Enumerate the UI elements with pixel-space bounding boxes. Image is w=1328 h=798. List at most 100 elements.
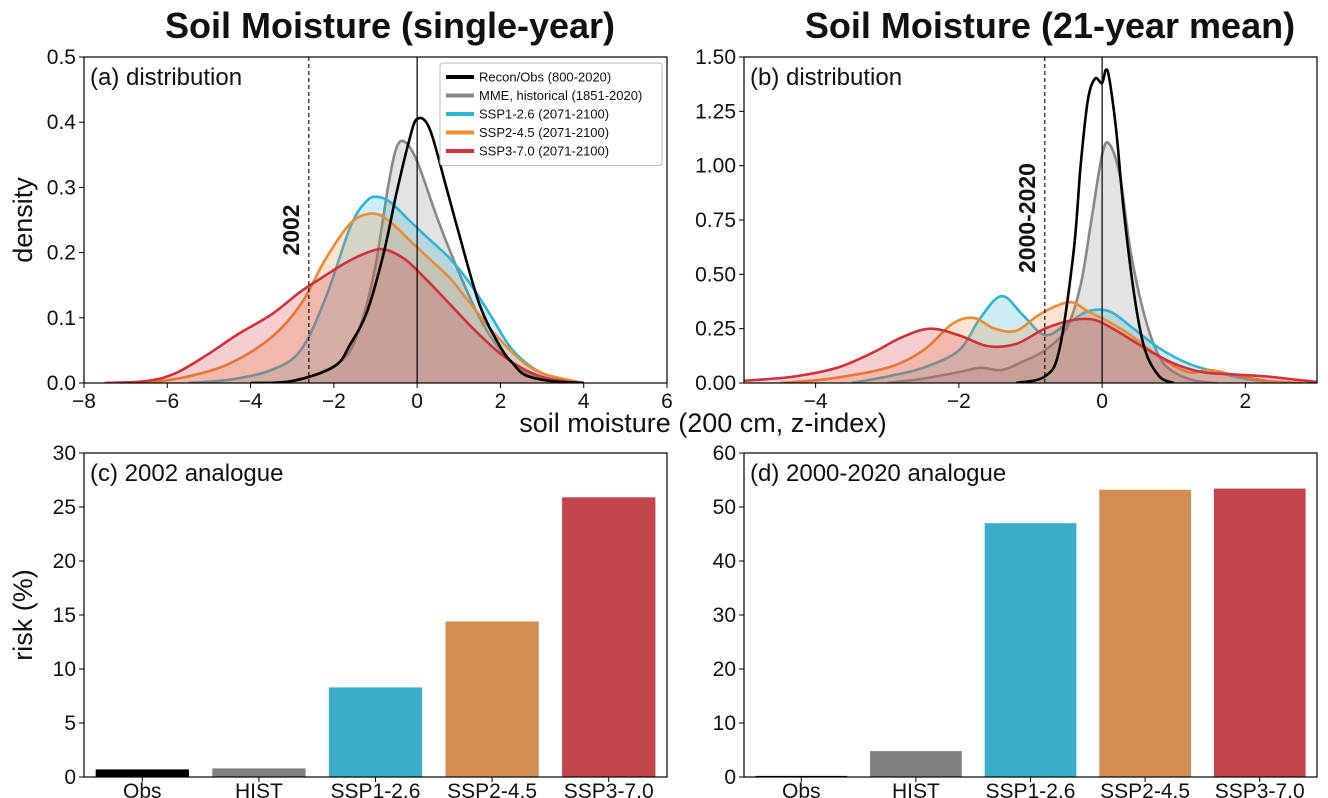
y-tick-label: 40 bbox=[713, 550, 736, 573]
x-tick-label: SSP2-4.5 bbox=[447, 780, 537, 798]
x-tick-label: SSP2-4.5 bbox=[1100, 780, 1190, 798]
chart-title: Soil Moisture (21-year mean) bbox=[805, 5, 1295, 46]
legend-entry: Recon/Obs (800-2020) bbox=[479, 70, 611, 85]
x-tick-label: −4 bbox=[804, 390, 828, 413]
y-tick-label: 25 bbox=[53, 496, 76, 519]
legend: Recon/Obs (800-2020) MME, historical (185… bbox=[439, 62, 663, 166]
reference-lines: 2000-2020 bbox=[1014, 57, 1103, 383]
bar-hist bbox=[870, 751, 962, 777]
bars bbox=[755, 488, 1306, 777]
series-ssp1-2-6-fill bbox=[851, 296, 1282, 383]
bars bbox=[95, 497, 656, 777]
y-tick-label: 1.00 bbox=[695, 155, 736, 178]
legend-entry: SSP3-7.0 (2071-2100) bbox=[479, 144, 609, 159]
y-tick-label: 0 bbox=[64, 766, 76, 789]
chart-title: Soil Moisture (single-year) bbox=[165, 5, 615, 46]
series-ssp2-4-5-fill bbox=[779, 302, 1303, 383]
series-recon-obs-line bbox=[1015, 68, 1175, 383]
panel-c-bars: 0 5 10 15 20 25 30 Obs HIST SSP1-2.6 SSP2-4.5 SSP3-… bbox=[8, 442, 668, 798]
y-tick-label: 15 bbox=[53, 604, 76, 627]
x-tick-label: 0 bbox=[1096, 390, 1108, 413]
panel-a-density: Soil Moisture (single-year) 0.0 0.1 0.2 0.3… bbox=[8, 5, 673, 413]
series-ssp3-7-0-line bbox=[104, 247, 584, 383]
series-ssp3-7-0-fill bbox=[744, 318, 1317, 383]
density-curves bbox=[744, 68, 1317, 383]
x-tick-label: 2 bbox=[495, 390, 507, 413]
x-tick-label: HIST bbox=[892, 780, 940, 798]
x-tick-label: −6 bbox=[155, 390, 179, 413]
series-ssp3-7-0-fill bbox=[104, 249, 584, 383]
y-tick-label: 0.4 bbox=[47, 111, 77, 134]
series-ssp2-4-5-fill bbox=[146, 213, 584, 383]
legend-entry: MME, historical (1851-2020) bbox=[479, 88, 642, 103]
x-axis-label: soil moisture (200 cm, z-index) bbox=[519, 408, 887, 438]
panel-label: (a) distribution bbox=[90, 64, 242, 91]
x-tick-label: −2 bbox=[947, 390, 971, 413]
plot-frame bbox=[83, 56, 668, 384]
y-tick-label: 10 bbox=[53, 658, 76, 681]
y-tick-label: 30 bbox=[53, 442, 76, 465]
axis-ticks: 0 10 20 30 40 50 60 Obs HIST SSP1-2.6 SSP2-4.5 SSP3… bbox=[713, 442, 1305, 798]
y-tick-label: 0.25 bbox=[695, 318, 736, 341]
y-tick-label: 30 bbox=[713, 604, 736, 627]
axis-ticks: 0.00 0.25 0.50 0.75 1.00 1.25 1.50 −4 −2 0 2 bbox=[695, 46, 1251, 413]
x-tick-label: SSP3-7.0 bbox=[1215, 780, 1305, 798]
x-tick-label: 2 bbox=[1240, 390, 1252, 413]
x-tick-label: 4 bbox=[578, 390, 590, 413]
x-tick-label: SSP1-2.6 bbox=[331, 780, 421, 798]
axis-ticks: 0.0 0.1 0.2 0.3 0.4 0.5 −8 −6 −4 −2 0 2 4 6 bbox=[47, 46, 673, 413]
x-tick-label: 6 bbox=[661, 390, 673, 413]
y-tick-label: 1.25 bbox=[695, 100, 736, 123]
bar-hist bbox=[212, 768, 306, 777]
reference-lines: 2002 bbox=[278, 57, 418, 383]
series-mme--fill bbox=[887, 142, 1217, 383]
series-ssp3-7-0-line bbox=[744, 317, 1317, 383]
legend-entry: SSP2-4.5 (2071-2100) bbox=[479, 125, 609, 140]
y-tick-label: 0.1 bbox=[47, 307, 76, 330]
x-tick-label: SSP3-7.0 bbox=[564, 780, 654, 798]
y-tick-label: 20 bbox=[53, 550, 76, 573]
bar-obs bbox=[95, 769, 189, 777]
y-tick-label: 1.50 bbox=[695, 46, 736, 69]
bar-ssp1-2-6 bbox=[984, 523, 1077, 777]
y-tick-label: 0.3 bbox=[47, 176, 76, 199]
x-tick-label: HIST bbox=[235, 780, 283, 798]
series-ssp1-2-6-line bbox=[851, 294, 1282, 383]
panel-label: (d) 2000-2020 analogue bbox=[750, 460, 1006, 487]
bar-ssp2-4-5 bbox=[445, 621, 539, 777]
y-tick-label: 0 bbox=[724, 766, 736, 789]
panel-label: (b) distribution bbox=[750, 64, 902, 91]
y-tick-label: 0.2 bbox=[47, 242, 76, 265]
y-axis-label: density bbox=[8, 177, 38, 263]
y-axis-label: risk (%) bbox=[8, 569, 38, 660]
y-tick-label: 0.0 bbox=[47, 372, 76, 395]
x-tick-label: −2 bbox=[322, 390, 346, 413]
series-recon-obs-line bbox=[250, 116, 584, 383]
y-tick-label: 0.00 bbox=[695, 372, 736, 395]
y-tick-label: 20 bbox=[713, 658, 736, 681]
bar-ssp3-7-0 bbox=[1213, 488, 1306, 777]
y-tick-label: 0.50 bbox=[695, 263, 736, 286]
y-tick-label: 50 bbox=[713, 496, 736, 519]
panel-b-density: Soil Moisture (21-year mean) 0.00 0.25 0.5… bbox=[695, 5, 1318, 413]
x-tick-label: Obs bbox=[782, 780, 821, 798]
legend-entry: SSP1-2.6 (2071-2100) bbox=[479, 107, 609, 122]
x-tick-label: 0 bbox=[411, 390, 423, 413]
series-ssp1-2-6-line bbox=[188, 195, 584, 383]
series-ssp2-4-5-line bbox=[146, 212, 584, 383]
x-tick-label: −4 bbox=[239, 390, 263, 413]
panel-label: (c) 2002 analogue bbox=[90, 460, 283, 487]
reference-line-label: 2002 bbox=[278, 204, 304, 255]
panel-d-bars: 0 10 20 30 40 50 60 Obs HIST SSP1-2.6 SSP2-4.5 SSP3… bbox=[713, 442, 1318, 798]
y-tick-label: 10 bbox=[713, 712, 736, 735]
legend-box bbox=[439, 62, 663, 166]
x-tick-label: −8 bbox=[72, 390, 96, 413]
y-tick-label: 0.75 bbox=[695, 209, 736, 232]
bar-ssp2-4-5 bbox=[1099, 489, 1191, 777]
x-tick-label: SSP1-2.6 bbox=[986, 780, 1076, 798]
y-tick-label: 0.5 bbox=[47, 46, 76, 69]
bar-ssp1-2-6 bbox=[328, 687, 423, 777]
x-tick-label: Obs bbox=[123, 780, 162, 798]
bar-ssp3-7-0 bbox=[562, 497, 656, 777]
